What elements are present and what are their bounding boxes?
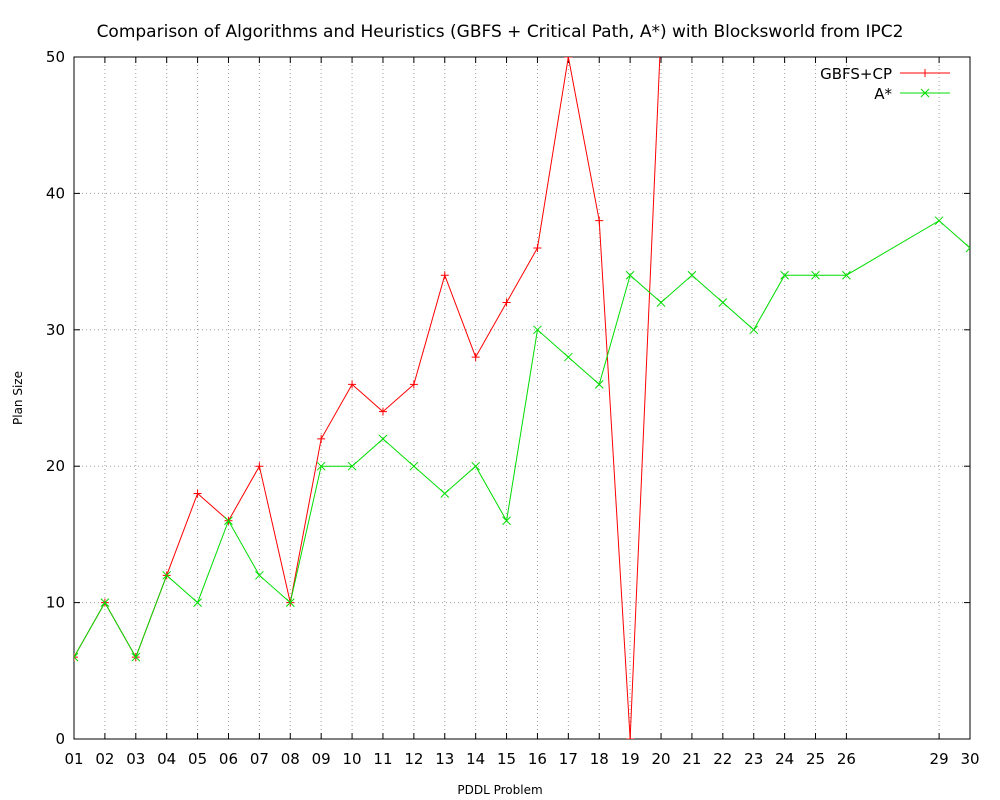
x-tick-label: 19 — [621, 750, 640, 768]
data-point-1 — [502, 516, 511, 526]
x-tick-label: 05 — [188, 750, 207, 768]
data-point-0 — [74, 653, 78, 662]
data-point-0 — [471, 353, 480, 362]
data-point-1 — [471, 461, 481, 471]
data-point-1 — [656, 298, 666, 307]
plot-area — [74, 57, 970, 739]
data-point-0 — [595, 216, 604, 225]
x-tick-label: 01 — [64, 750, 83, 768]
data-point-1 — [780, 270, 789, 280]
data-point-1 — [625, 270, 635, 280]
x-tick-label: 07 — [250, 750, 269, 768]
data-point-1 — [718, 298, 728, 307]
data-point-0 — [626, 735, 635, 739]
legend-marker-1 — [920, 88, 930, 98]
y-tick-label: 10 — [46, 594, 65, 612]
x-axis-label: PDDL Problem — [457, 783, 543, 797]
x-tick-label: 20 — [651, 750, 670, 768]
y-tick-label: 20 — [46, 457, 65, 475]
plot-frame — [73, 56, 971, 740]
data-point-1 — [811, 270, 820, 280]
x-tick-label: 18 — [590, 750, 609, 768]
data-point-1 — [934, 216, 944, 226]
x-tick-label: 29 — [930, 750, 949, 768]
legend-label-a-star: A* — [874, 85, 892, 103]
data-point-1 — [378, 434, 388, 444]
x-tick-label: 04 — [157, 750, 176, 768]
data-point-1 — [224, 516, 233, 526]
x-tick-label: 24 — [775, 750, 794, 768]
data-point-1 — [563, 352, 573, 362]
x-tick-label: 02 — [95, 750, 114, 768]
data-point-0 — [193, 489, 202, 498]
y-tick-label: 50 — [46, 48, 65, 66]
data-point-0 — [348, 380, 357, 389]
data-point-1 — [687, 270, 697, 280]
data-point-0 — [378, 407, 387, 416]
data-point-0 — [409, 380, 418, 389]
x-tick-label: 21 — [682, 750, 701, 768]
x-tick-label: 30 — [960, 750, 979, 768]
series-line-1 — [74, 220, 970, 659]
data-point-1 — [965, 243, 970, 253]
data-point-1 — [131, 652, 141, 662]
data-point-1 — [316, 461, 326, 471]
y-tick-label: 0 — [55, 730, 65, 748]
data-point-1 — [347, 461, 357, 471]
x-tick-label: 16 — [528, 750, 547, 768]
x-tick-label: 06 — [219, 750, 238, 768]
x-tick-label: 22 — [713, 750, 732, 768]
data-point-1 — [440, 489, 450, 498]
x-tick-label: 23 — [744, 750, 763, 768]
data-point-1 — [594, 380, 604, 389]
x-tick-label: 13 — [435, 750, 454, 768]
x-tick-label: 03 — [126, 750, 145, 768]
x-tick-label: 10 — [343, 750, 362, 768]
legend-label-gbfs-cp: GBFS+CP — [820, 65, 892, 83]
data-point-1 — [100, 598, 110, 607]
x-tick-label: 26 — [837, 750, 856, 768]
series-line-0 — [74, 57, 661, 739]
data-point-1 — [533, 325, 542, 335]
data-point-1 — [409, 461, 419, 471]
data-point-1 — [255, 570, 264, 580]
data-point-0 — [564, 57, 573, 61]
data-point-1 — [162, 570, 172, 580]
y-tick-label: 40 — [46, 184, 65, 202]
chart-title: Comparison of Algorithms and Heuristics … — [96, 22, 904, 42]
data-point-0 — [533, 243, 542, 252]
data-point-0 — [502, 298, 511, 307]
x-tick-label: 17 — [559, 750, 578, 768]
data-point-1 — [74, 652, 79, 662]
x-tick-label: 08 — [281, 750, 300, 768]
data-point-0 — [255, 462, 264, 471]
data-point-0 — [440, 271, 449, 280]
y-tick-label: 30 — [46, 321, 65, 339]
x-tick-label: 12 — [404, 750, 423, 768]
data-point-0 — [317, 434, 326, 443]
x-tick-label: 15 — [497, 750, 516, 768]
data-point-1 — [749, 325, 759, 335]
data-point-1 — [285, 598, 295, 607]
legend-marker-0 — [921, 69, 929, 77]
x-tick-label: 11 — [373, 750, 392, 768]
x-tick-label: 09 — [312, 750, 331, 768]
x-tick-label: 14 — [466, 750, 485, 768]
data-point-1 — [193, 598, 202, 607]
data-point-1 — [842, 270, 851, 280]
x-tick-label: 25 — [806, 750, 825, 768]
